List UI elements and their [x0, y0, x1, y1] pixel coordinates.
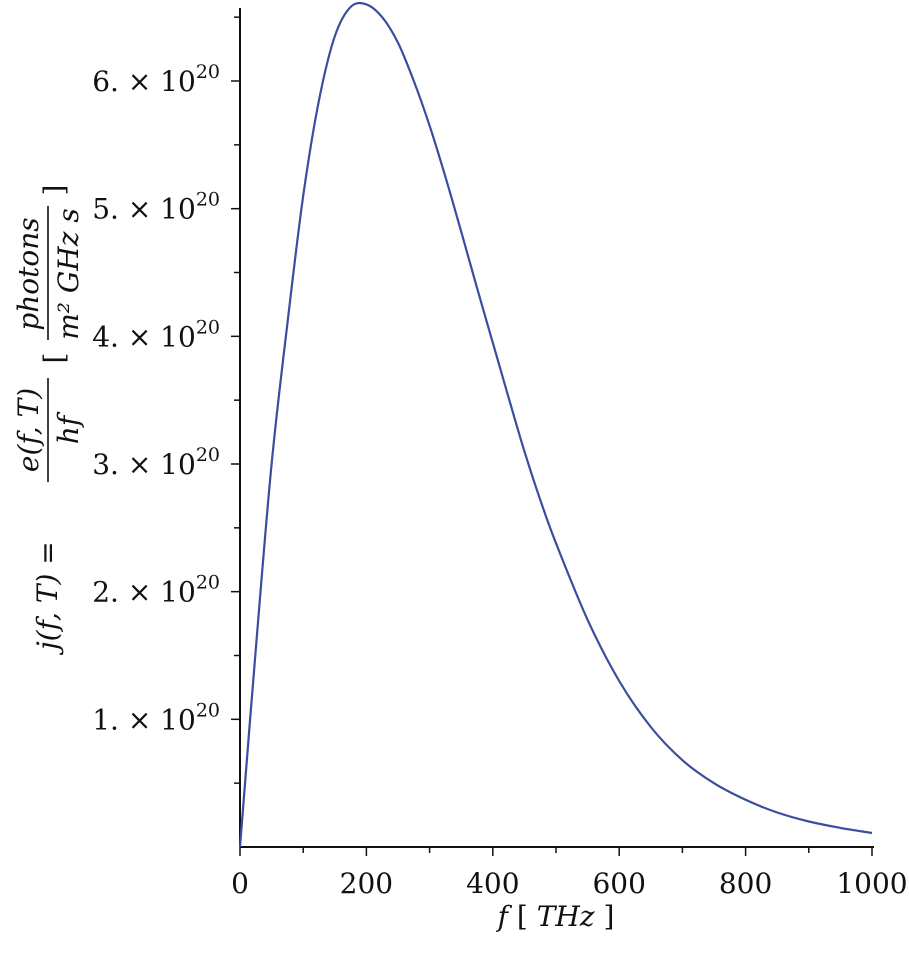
x-tick-label: 800 [719, 867, 772, 900]
x-ticks: 0 200 400 600 800 1000 [231, 847, 908, 900]
y-label-denominator: hf [52, 411, 85, 444]
y-ticks: 1. × 1020 2. × 1020 3. × 1020 4. × 1020 5. ×… [92, 16, 240, 784]
y-tick-label: 6. × 1020 [92, 61, 220, 98]
y-tick-label: 4. × 1020 [92, 316, 220, 353]
x-tick-label: 600 [592, 867, 645, 900]
plot-area [238, 1, 873, 848]
y-tick-label: 5. × 1020 [92, 189, 220, 226]
x-tick-label: 200 [340, 867, 393, 900]
axes [239, 8, 874, 848]
y-label-unit-denominator: m² GHz s [52, 208, 85, 339]
y-label-lhs: j(f, T) = [31, 541, 64, 656]
y-label-bracket-open: [ [38, 353, 71, 364]
x-tick-label: 1000 [836, 867, 907, 900]
y-label-unit-numerator: photons [12, 217, 45, 330]
y-axis-label: j(f, T) = e(f, T) hf [ photons m² GHz s] [12, 185, 85, 656]
y-axis-title: j(f, T) = e(f, T) hf [ photons m² GHz s] [12, 185, 85, 656]
series-line [238, 1, 873, 848]
x-axis-label: f [ THz ] [496, 900, 615, 933]
y-tick-label: 1. × 1020 [92, 699, 220, 736]
y-tick-label: 2. × 1020 [92, 572, 220, 609]
x-tick-label: 0 [231, 867, 249, 900]
y-label-bracket-close: ] [38, 185, 71, 196]
y-label-numerator: e(f, T) [12, 388, 45, 472]
x-tick-label: 400 [466, 867, 519, 900]
y-tick-label: 3. × 1020 [92, 444, 220, 481]
x-axis-title: f [ THz ] [496, 900, 615, 933]
